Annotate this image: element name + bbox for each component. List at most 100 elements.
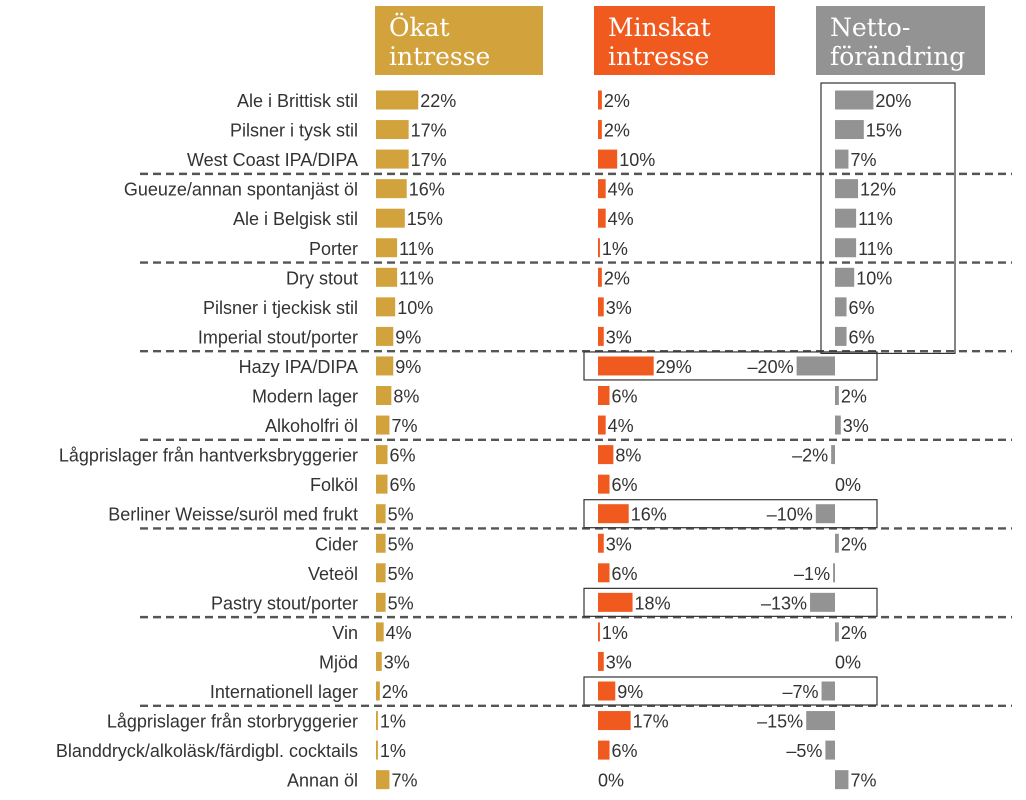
category-label-13: Folköl [310, 475, 358, 495]
bar-s1-r11 [598, 415, 606, 435]
bar-s1-r2 [598, 149, 618, 169]
category-label-19: Mjöd [319, 652, 358, 672]
bar-s0-r8 [376, 326, 394, 346]
value-label-s0-r12: 6% [390, 446, 416, 466]
bar-s0-r3 [376, 179, 407, 199]
category-label-10: Modern lager [252, 387, 358, 407]
value-label-s1-r6: 2% [604, 268, 630, 288]
value-label-s0-r10: 8% [393, 387, 419, 407]
value-label-s1-r19: 3% [606, 652, 632, 672]
bar-s0-r1 [376, 120, 409, 140]
bar-s2-r5 [835, 238, 857, 258]
value-label-s1-r3: 4% [608, 180, 634, 200]
category-label-1: Pilsner i tysk stil [230, 121, 358, 141]
bar-s0-r18 [376, 622, 384, 642]
value-label-s2-r10: 2% [841, 387, 867, 407]
bar-s2-r3 [835, 179, 859, 199]
value-label-s0-r1: 17% [411, 121, 447, 141]
value-label-s2-r0: 20% [875, 91, 911, 111]
bar-s1-r4 [598, 208, 606, 228]
value-label-s0-r20: 2% [382, 682, 408, 702]
value-label-s1-r14: 16% [631, 505, 667, 525]
value-label-s0-r16: 5% [388, 564, 414, 584]
bar-s2-r18 [835, 622, 839, 642]
bar-s0-r6 [376, 267, 398, 287]
highlight-frame-negative-2 [583, 587, 878, 617]
bar-s2-r16 [833, 563, 835, 583]
value-label-s1-r16: 6% [612, 564, 638, 584]
header-label-0: Ökat intresse [389, 13, 490, 71]
bar-s0-r7 [376, 297, 396, 317]
bar-s1-r0 [598, 90, 602, 110]
bar-s1-r20 [598, 681, 616, 701]
header-label-2: Netto-förändring [830, 13, 965, 71]
category-label-8: Imperial stout/porter [198, 327, 358, 347]
bar-s1-r6 [598, 267, 602, 287]
bar-s0-r14 [376, 504, 386, 524]
value-label-s1-r1: 2% [604, 121, 630, 141]
bar-s1-r3 [598, 179, 606, 199]
bar-s1-r17 [598, 592, 633, 612]
value-label-s1-r15: 3% [606, 534, 632, 554]
value-label-s2-r21: –15% [757, 712, 803, 732]
bar-s1-r18 [598, 622, 600, 642]
bar-s0-r12 [376, 445, 388, 465]
category-label-6: Dry stout [286, 268, 358, 288]
bar-s1-r10 [598, 386, 610, 405]
value-label-s0-r17: 5% [388, 593, 414, 613]
bar-s2-r9 [796, 356, 835, 376]
value-label-s1-r13: 6% [612, 475, 638, 495]
category-label-5: Porter [309, 239, 358, 259]
value-label-s2-r11: 3% [843, 416, 869, 436]
category-label-16: Veteöl [308, 564, 358, 584]
value-label-s0-r6: 11% [399, 268, 434, 288]
category-label-20: Internationell lager [210, 682, 358, 702]
category-label-2: West Coast IPA/DIPA [187, 150, 358, 170]
bar-s1-r14 [598, 504, 629, 524]
bar-s2-r23 [835, 770, 849, 790]
value-label-s2-r4: 11% [858, 209, 893, 229]
value-label-s0-r11: 7% [391, 416, 417, 436]
value-label-s0-r18: 4% [386, 623, 412, 643]
bar-s0-r9 [376, 356, 394, 376]
value-label-s0-r19: 3% [384, 652, 410, 672]
header-box-0 [375, 6, 543, 75]
value-label-s2-r1: 15% [866, 121, 902, 141]
header-box-1 [594, 6, 775, 75]
bar-s0-r13 [376, 474, 388, 494]
value-label-s2-r22: –5% [786, 741, 822, 761]
category-label-4: Ale i Belgisk stil [233, 209, 358, 229]
value-label-s0-r8: 9% [395, 327, 421, 347]
value-label-s1-r9: 29% [656, 357, 692, 377]
bar-s1-r8 [598, 326, 604, 346]
value-label-s1-r17: 18% [635, 593, 671, 613]
bar-s2-r21 [806, 711, 835, 731]
value-label-s0-r23: 7% [391, 771, 417, 791]
bar-s1-r21 [598, 711, 631, 731]
value-label-s2-r14: –10% [767, 505, 813, 525]
value-label-s2-r5: 11% [858, 239, 893, 259]
value-label-s2-r9: –20% [748, 357, 794, 377]
value-label-s0-r14: 5% [388, 505, 414, 525]
bar-s0-r4 [376, 208, 405, 228]
category-label-0: Ale i Brittisk stil [237, 91, 358, 111]
bar-s0-r20 [376, 681, 380, 701]
value-label-s1-r8: 3% [606, 327, 632, 347]
bar-s2-r0 [835, 90, 874, 110]
value-label-s2-r20: –7% [783, 682, 819, 702]
bar-s1-r5 [598, 238, 600, 258]
category-label-11: Alkoholfri öl [265, 416, 358, 436]
value-label-s0-r7: 10% [397, 298, 433, 318]
bar-s2-r20 [821, 681, 835, 701]
value-label-s0-r4: 15% [407, 209, 443, 229]
bar-s1-r15 [598, 533, 604, 553]
value-label-s0-r13: 6% [390, 475, 416, 495]
value-label-s1-r22: 6% [612, 741, 638, 761]
value-label-s1-r21: 17% [633, 712, 669, 732]
bar-s0-r2 [376, 149, 409, 169]
bar-s1-r13 [598, 474, 610, 494]
header-box-2 [816, 6, 985, 75]
header-label-1: Minskat intresse [608, 13, 711, 71]
bar-s2-r11 [835, 415, 841, 435]
